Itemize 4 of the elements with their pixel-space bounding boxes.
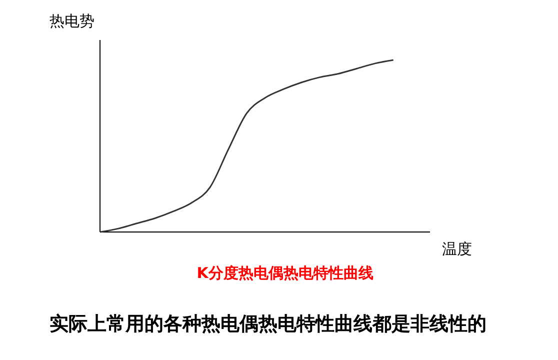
text: 实际上常用的各种热电偶热电特性曲线都是非线性的 [50,313,486,335]
y-axis-title: 热电势 [50,12,94,30]
x-axis-title: 温度 [442,240,472,258]
text: K分度热电偶热电特性曲线 [196,264,374,282]
